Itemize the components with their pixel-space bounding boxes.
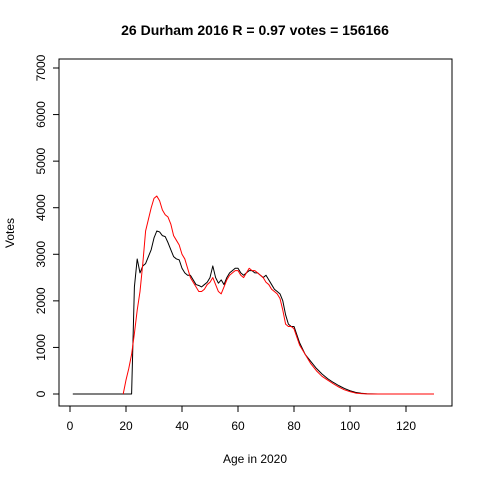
x-tick-label: 40 [175, 419, 189, 433]
x-tick-label: 80 [287, 419, 301, 433]
y-tick-label: 7000 [34, 54, 48, 81]
y-tick-label: 5000 [34, 147, 48, 174]
y-tick-label: 1000 [34, 334, 48, 361]
series-line-2 [122, 195, 434, 395]
y-tick-label: 3000 [34, 241, 48, 268]
x-axis: 0 20 40 60 80 100 120 [67, 405, 416, 433]
plot-series [72, 195, 434, 395]
x-axis-label: Age in 2020 [223, 452, 287, 466]
y-tick-label: 4000 [34, 194, 48, 221]
y-tick-label: 6000 [34, 101, 48, 128]
x-tick-label: 0 [67, 419, 74, 433]
x-tick-label: 20 [119, 419, 133, 433]
y-tick-label: 2000 [34, 287, 48, 314]
x-tick-label: 100 [340, 419, 360, 433]
series-line-1 [72, 230, 434, 395]
y-axis-label: Votes [3, 218, 17, 248]
y-tick-label: 0 [34, 390, 48, 397]
chart-title: 26 Durham 2016 R = 0.97 votes = 156166 [121, 22, 389, 38]
x-tick-label: 120 [396, 419, 416, 433]
x-tick-label: 60 [231, 419, 245, 433]
y-axis: 0 1000 2000 3000 4000 5000 6000 7000 [34, 54, 60, 397]
